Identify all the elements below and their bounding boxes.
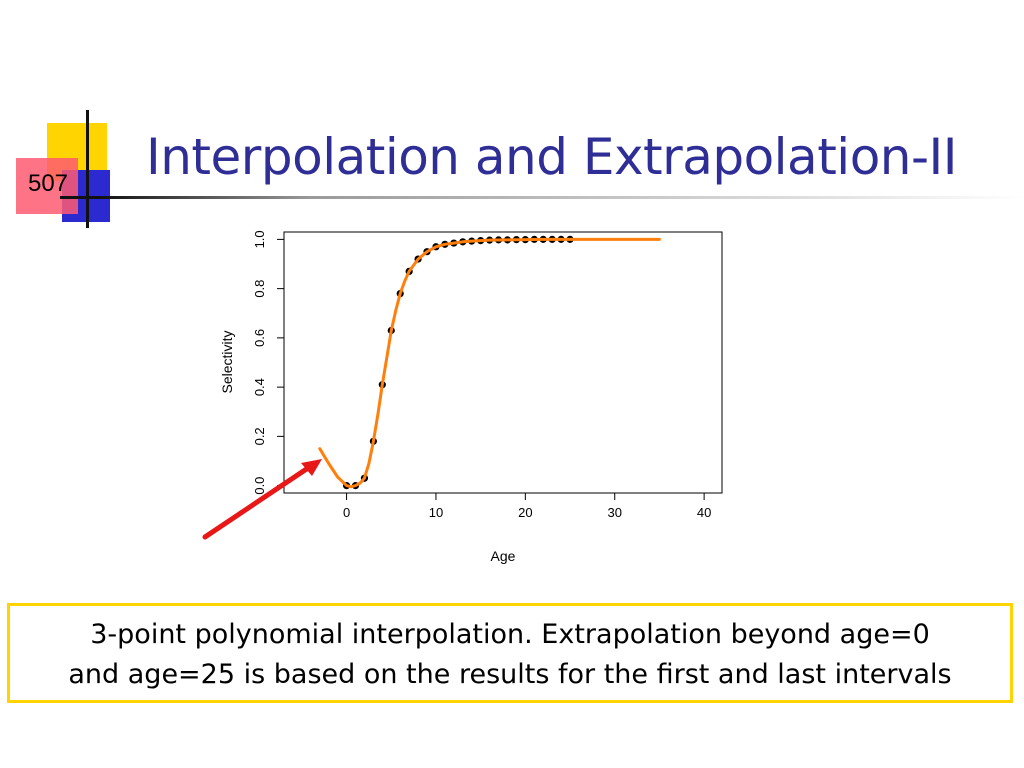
caption-line-2: and age=25 is based on the results for t… [68,659,952,690]
arrow-shaft [202,465,311,540]
y-tick-label: 1.0 [252,230,267,248]
title-underline [60,196,1024,199]
caption-box: 3-point polynomial interpolation. Extrap… [7,603,1013,703]
x-tick-label: 20 [518,505,532,520]
slide-title: Interpolation and Extrapolation-II [146,128,958,186]
fit-curve-group [318,237,661,489]
x-axis: 0 10 20 30 40 [343,492,711,520]
x-tick-label: 40 [697,505,711,520]
y-tick-label: 0.6 [252,329,267,347]
selectivity-chart: 0 10 20 30 40 0.0 0.2 0.4 0.6 0.8 1.0 Age Selecti… [202,230,723,564]
y-tick-label: 0.4 [252,378,267,396]
plot-frame [283,231,723,494]
y-axis-label: Selectivity [219,330,235,393]
decor-red-square [16,158,78,214]
x-tick-label: 0 [343,505,350,520]
data-points [342,235,574,490]
y-tick-label: 0.2 [252,427,267,445]
y-tick-label: 0.0 [252,477,267,495]
caption-line-1: 3-point polynomial interpolation. Extrap… [90,619,930,650]
x-tick-label: 10 [429,505,443,520]
arrow [202,459,322,540]
decor-vertical-rule [86,110,89,228]
y-axis: 0.0 0.2 0.4 0.6 0.8 1.0 [252,230,285,495]
x-tick-label: 30 [608,505,622,520]
x-axis-label: Age [491,548,516,564]
slide-number: 507 [27,170,69,197]
y-tick-label: 0.8 [252,280,267,298]
arrow-head [301,459,322,476]
fit-curve [318,237,661,489]
